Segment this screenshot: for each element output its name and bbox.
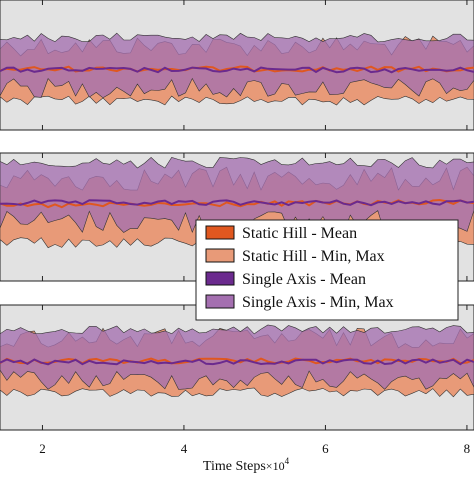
panel-1 — [0, 0, 474, 131]
x-tick-label: 4 — [181, 441, 188, 456]
legend-swatch — [205, 294, 235, 309]
legend: Static Hill - Mean Static Hill - Min, Max… — [195, 219, 459, 321]
single-axis-band — [0, 32, 474, 99]
x-tick-label: 6 — [322, 441, 329, 456]
legend-swatch — [205, 271, 235, 286]
x-axis: 2 4 6 8 Time Steps×104 — [39, 441, 470, 474]
single-axis-band — [0, 156, 474, 234]
single-axis-band — [0, 324, 474, 390]
panels-layer — [0, 0, 474, 431]
legend-swatch — [205, 225, 235, 240]
panel-3 — [0, 304, 474, 431]
x-tick-label: 2 — [39, 441, 46, 456]
x-tick-label: 8 — [464, 441, 471, 456]
single-axis-mean-line — [0, 199, 474, 207]
legend-entry-label: Single Axis - Min, Max — [242, 294, 394, 311]
legend-entry-label: Single Axis - Mean — [242, 271, 366, 288]
panel-plot-area — [0, 32, 474, 106]
single-axis-mean-line — [0, 66, 474, 74]
legend-entry-label: Static Hill - Mean — [242, 225, 357, 242]
legend-swatch — [205, 248, 235, 263]
legend-entry-label: Static Hill - Min, Max — [242, 248, 385, 265]
single-axis-mean-line — [0, 358, 474, 366]
panel-plot-area — [0, 324, 474, 398]
x-axis-label: Time Steps×104 — [203, 456, 290, 474]
legend-box — [195, 219, 459, 321]
